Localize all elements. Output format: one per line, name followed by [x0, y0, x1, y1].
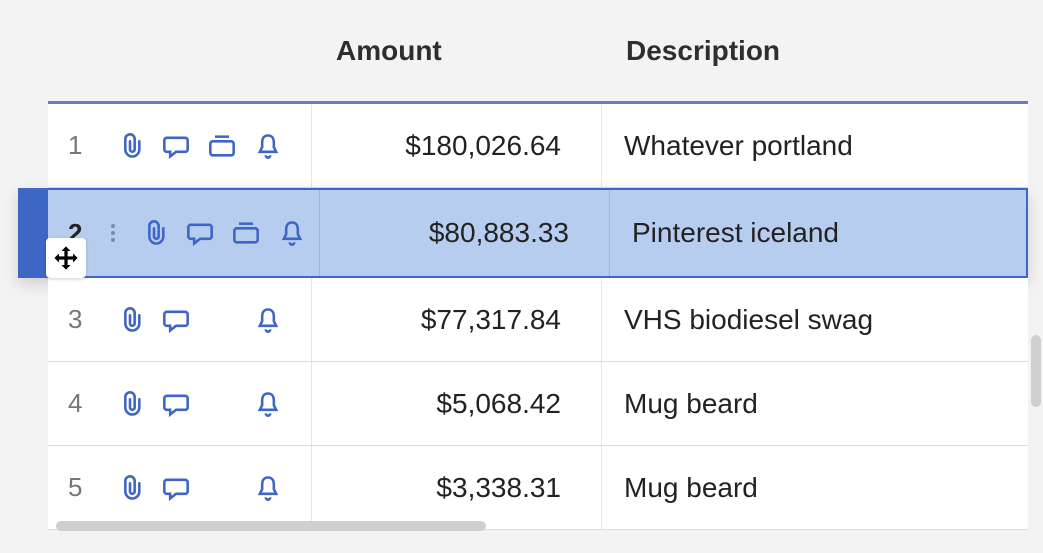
row-icons	[116, 132, 282, 160]
bell-icon[interactable]	[278, 219, 306, 247]
table-row[interactable]: 1 $180,026.64Whatever portland	[48, 104, 1028, 188]
amount-cell[interactable]: $3,338.31	[312, 446, 602, 529]
row-index-cell: 5	[48, 446, 312, 529]
card-icon[interactable]	[232, 219, 260, 247]
data-table: Amount Description 1 $180,026.64Whatever …	[48, 0, 1028, 530]
bell-icon[interactable]	[254, 390, 282, 418]
row-index-cell: 3	[48, 278, 312, 361]
comment-icon[interactable]	[186, 219, 214, 247]
vertical-scrollbar[interactable]	[1031, 335, 1041, 407]
bell-icon[interactable]	[254, 132, 282, 160]
row-number: 4	[68, 388, 98, 419]
card-icon[interactable]	[208, 132, 236, 160]
bell-icon[interactable]	[254, 474, 282, 502]
row-drag-handle[interactable]	[18, 190, 48, 276]
attachment-icon[interactable]	[116, 132, 144, 160]
amount-cell[interactable]: $5,068.42	[312, 362, 602, 445]
table-body: 1 $180,026.64Whatever portland 2$80,883.33…	[48, 104, 1028, 530]
row-index-cell: 1	[48, 104, 312, 187]
attachment-icon[interactable]	[140, 219, 168, 247]
table-header-row: Amount Description	[48, 0, 1028, 104]
row-index-cell: 2	[48, 190, 320, 276]
table-row[interactable]: 5 $3,338.31Mug beard	[48, 446, 1028, 530]
attachment-icon[interactable]	[116, 306, 144, 334]
amount-cell[interactable]: $180,026.64	[312, 104, 602, 187]
table-row[interactable]: 4 $5,068.42Mug beard	[48, 362, 1028, 446]
move-cursor-icon	[46, 238, 86, 278]
bell-icon[interactable]	[254, 306, 282, 334]
amount-cell[interactable]: $80,883.33	[320, 190, 610, 276]
comment-icon[interactable]	[162, 390, 190, 418]
table-row[interactable]: 3 $77,317.84VHS biodiesel swag	[48, 278, 1028, 362]
row-number: 3	[68, 304, 98, 335]
row-index-cell: 4	[48, 362, 312, 445]
horizontal-scrollbar[interactable]	[56, 521, 486, 531]
drag-dots-icon[interactable]	[106, 224, 120, 242]
description-cell[interactable]: Pinterest iceland	[610, 217, 1026, 249]
attachment-icon[interactable]	[116, 390, 144, 418]
table-row[interactable]: 2$80,883.33Pinterest iceland	[18, 188, 1028, 278]
description-cell[interactable]: Whatever portland	[602, 130, 1028, 162]
column-header-description[interactable]: Description	[602, 35, 1028, 67]
row-icons	[116, 474, 282, 502]
row-icons	[140, 219, 306, 247]
attachment-icon[interactable]	[116, 474, 144, 502]
row-number: 1	[68, 130, 98, 161]
description-cell[interactable]: Mug beard	[602, 472, 1028, 504]
description-cell[interactable]: Mug beard	[602, 388, 1028, 420]
comment-icon[interactable]	[162, 306, 190, 334]
row-number: 5	[68, 472, 98, 503]
row-icons	[116, 306, 282, 334]
comment-icon[interactable]	[162, 132, 190, 160]
comment-icon[interactable]	[162, 474, 190, 502]
amount-cell[interactable]: $77,317.84	[312, 278, 602, 361]
row-icons	[116, 390, 282, 418]
description-cell[interactable]: VHS biodiesel swag	[602, 304, 1028, 336]
column-header-amount[interactable]: Amount	[312, 35, 602, 67]
